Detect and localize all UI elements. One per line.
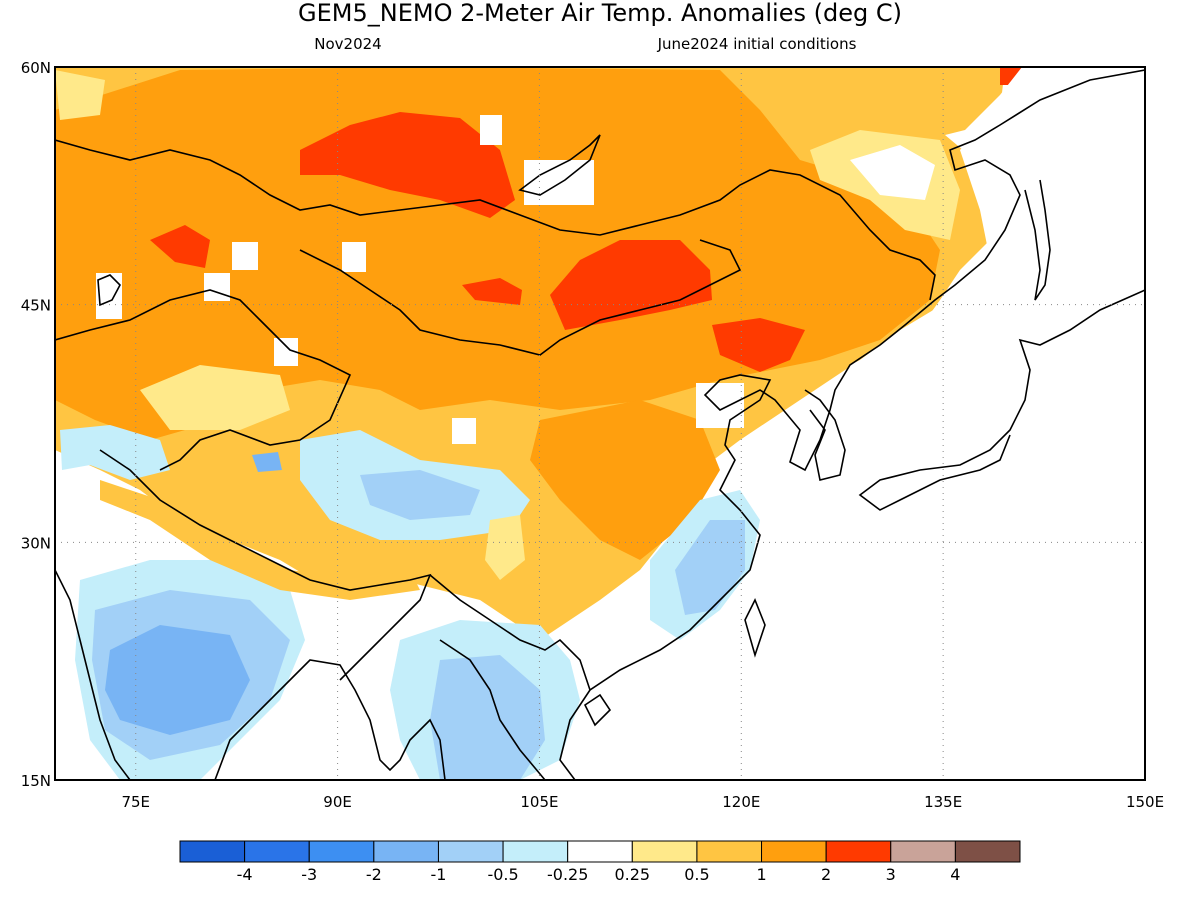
colorbar <box>179 840 1021 863</box>
lat-tick-label: 60N <box>21 59 51 77</box>
longitude-labels: 75E 90E 105E 120E 135E 150E <box>121 793 1164 811</box>
lon-tick-label: 150E <box>1126 793 1164 811</box>
coastline-hainan <box>583 693 612 727</box>
hot-core-kazakhstan <box>150 225 210 268</box>
warm-band-himalaya <box>100 480 420 600</box>
mask-box <box>232 242 258 270</box>
mild-warm-patch-xinjiang <box>140 365 290 430</box>
colorbar-swatch <box>567 840 633 863</box>
coastline-japan <box>858 289 1145 511</box>
mask-box <box>452 418 476 444</box>
colorbar-swatch <box>696 840 763 863</box>
coastline-taiwan <box>744 598 766 658</box>
colorbar-label: 1 <box>756 865 766 884</box>
forecast-month: Nov2024 <box>314 35 381 53</box>
lat-tick-label: 30N <box>21 534 51 552</box>
ocean-mask-east <box>580 67 1145 780</box>
cool-region-pakistan <box>60 425 170 480</box>
chart-title: GEM5_NEMO 2-Meter Air Temp. Anomalies (d… <box>298 0 902 27</box>
anomaly-field <box>55 67 1145 780</box>
colorbar-swatch <box>308 840 375 863</box>
lon-tick-label: 105E <box>520 793 558 811</box>
coastline-lake-baikal <box>518 134 601 196</box>
map-frame <box>54 66 1146 781</box>
mask-box <box>480 115 502 145</box>
initial-conditions: June2024 initial conditions <box>657 35 857 53</box>
hot-core-mongolia <box>550 240 712 330</box>
cool-region-east-china-core <box>675 520 745 615</box>
colorbar-swatch <box>179 840 246 863</box>
mask-box <box>342 242 366 272</box>
hot-region-south-central <box>530 400 720 560</box>
lon-tick-label: 135E <box>924 793 962 811</box>
cool-region-indochina-core <box>430 655 545 780</box>
neutral-patch-northeast <box>850 145 935 200</box>
warm-patch-sichuan <box>485 515 525 580</box>
hot-core-siberia <box>300 112 515 218</box>
hot-core-northeast-china <box>712 318 805 372</box>
hot-core-west-mongolia <box>462 278 522 305</box>
border-mongolia-china <box>299 239 742 356</box>
colorbar-swatch <box>244 840 310 863</box>
mask-box <box>204 273 230 301</box>
lat-tick-label: 15N <box>21 772 51 790</box>
colorbar-label: -2 <box>366 865 382 884</box>
cool-region-india-core <box>105 625 250 735</box>
border-russia-kazakhstan <box>55 139 936 301</box>
colorbar-label: -4 <box>237 865 253 884</box>
lon-tick-label: 120E <box>722 793 760 811</box>
colorbar-label: -1 <box>430 865 446 884</box>
colorbar-label: -0.25 <box>547 865 588 884</box>
latitude-labels: 60N 45N 30N 15N <box>21 59 51 790</box>
colorbar-swatch <box>890 840 956 863</box>
mask-box <box>96 273 122 319</box>
coastline-india <box>55 569 131 780</box>
coastline-korea <box>804 389 846 481</box>
coastline-caspian <box>97 274 121 307</box>
colorbar-label: 2 <box>821 865 831 884</box>
colorbar-label: -3 <box>301 865 317 884</box>
coastline-east-asia <box>559 69 1145 780</box>
colorbar-swatch <box>825 840 892 863</box>
mask-box <box>696 383 744 428</box>
coastlines <box>55 69 1145 780</box>
border-china-west <box>55 289 352 471</box>
colorbar-label: 3 <box>886 865 896 884</box>
coastline-sakhalin <box>1024 179 1051 301</box>
colorbar-label: -0.5 <box>487 865 518 884</box>
colorbar-swatch <box>437 840 504 863</box>
colorbar-swatch <box>373 840 439 863</box>
border-himalaya <box>99 449 432 681</box>
colorbar-swatch <box>502 840 569 863</box>
mask-box <box>524 160 594 205</box>
coastline-bay-of-bengal <box>214 659 446 780</box>
cool-region-tibet-core <box>360 470 480 520</box>
colorbar-label: 4 <box>950 865 960 884</box>
colorbar-labels: -4 -3 -2 -1 -0.5 -0.25 0.25 0.5 1 2 3 4 <box>237 865 961 884</box>
colorbar-label: 0.5 <box>684 865 709 884</box>
graticule <box>55 67 1145 780</box>
colorbar-swatch <box>631 840 698 863</box>
mild-warm-patch-nw <box>55 70 105 120</box>
border-south-china <box>429 574 591 691</box>
colorbar-label: 0.25 <box>614 865 650 884</box>
lon-tick-label: 90E <box>323 793 352 811</box>
lon-tick-label: 75E <box>121 793 150 811</box>
lat-tick-label: 45N <box>21 297 51 315</box>
border-indochina <box>439 639 546 780</box>
colorbar-swatch <box>954 840 1021 863</box>
colorbar-swatch <box>761 840 827 863</box>
cool-spot-tibet <box>252 452 282 472</box>
